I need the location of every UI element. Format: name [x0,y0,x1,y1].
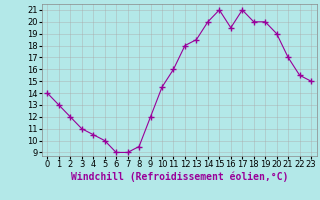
X-axis label: Windchill (Refroidissement éolien,°C): Windchill (Refroidissement éolien,°C) [70,172,288,182]
